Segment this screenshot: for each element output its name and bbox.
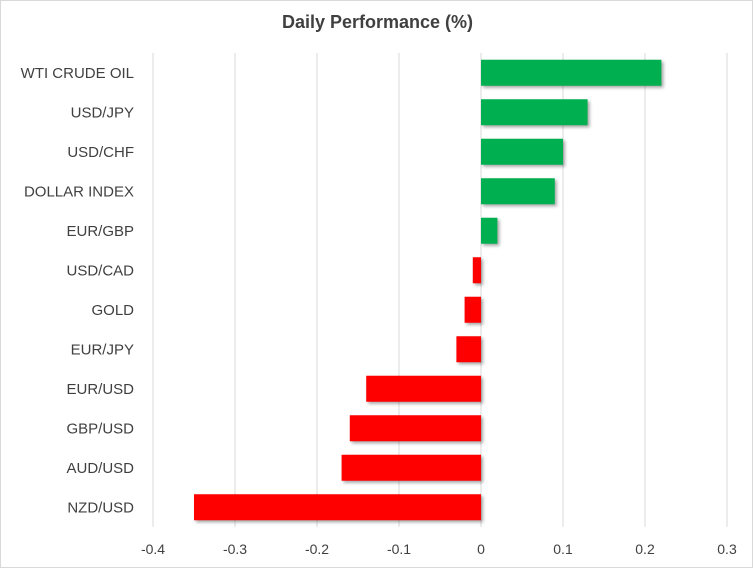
bar-usd-cad xyxy=(472,257,481,284)
bar-wti-crude-oil xyxy=(481,59,662,86)
bar-dollar-index xyxy=(481,178,555,205)
category-label: GOLD xyxy=(91,302,134,319)
category-label: NZD/USD xyxy=(67,499,134,516)
category-label: EUR/USD xyxy=(66,381,134,398)
category-label: EUR/JPY xyxy=(71,341,134,358)
bar-gold xyxy=(464,296,481,323)
x-tick-label: 0.3 xyxy=(717,541,737,557)
x-tick-label: 0.1 xyxy=(553,541,573,557)
x-tick-label: -0.1 xyxy=(387,541,411,557)
bar-usd-chf xyxy=(481,138,563,165)
x-tick-label: -0.4 xyxy=(141,541,165,557)
bar-nzd-usd xyxy=(194,494,481,521)
category-label: GBP/USD xyxy=(66,420,134,437)
category-label: USD/CAD xyxy=(66,262,134,279)
x-tick-label: 0.2 xyxy=(635,541,655,557)
bar-usd-jpy xyxy=(481,99,588,126)
bar-eur-usd xyxy=(366,375,481,402)
category-label: DOLLAR INDEX xyxy=(24,183,134,200)
category-label: WTI CRUDE OIL xyxy=(21,65,134,82)
bar-eur-gbp xyxy=(481,217,498,244)
chart-title: Daily Performance (%) xyxy=(281,12,474,32)
bar-eur-jpy xyxy=(456,336,481,363)
bar-aud-usd xyxy=(341,454,481,481)
bar-gbp-usd xyxy=(349,415,481,442)
category-label: USD/CHF xyxy=(67,144,134,161)
x-tick-label: 0 xyxy=(477,541,485,557)
x-tick-label: -0.2 xyxy=(305,541,329,557)
x-tick-label: -0.3 xyxy=(223,541,247,557)
category-label: AUD/USD xyxy=(66,460,134,477)
category-label: EUR/GBP xyxy=(66,223,134,240)
category-label: USD/JPY xyxy=(71,104,134,121)
